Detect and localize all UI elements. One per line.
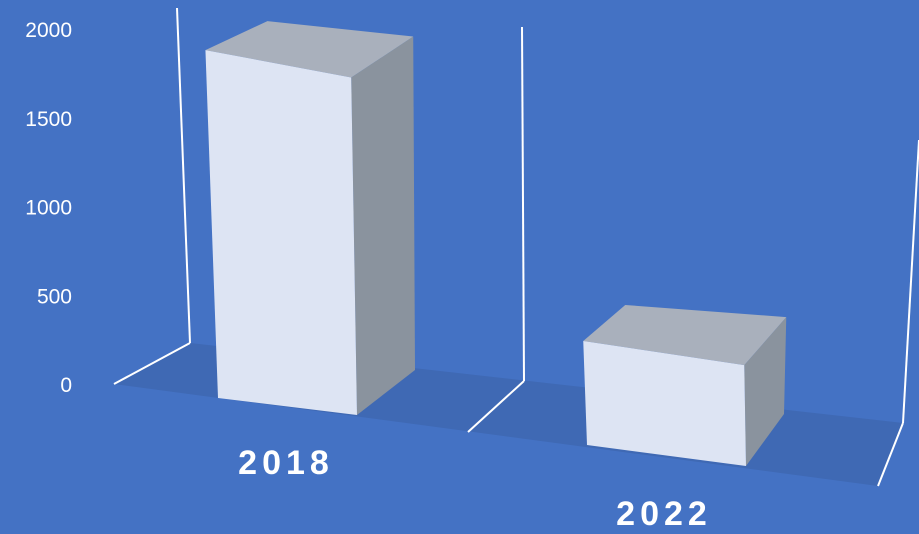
x-axis: 2018 2022 bbox=[238, 444, 712, 533]
y-tick-label: 2000 bbox=[25, 19, 72, 42]
y-axis: 0 500 1000 1500 2000 bbox=[25, 19, 72, 397]
x-category-label: 2022 bbox=[616, 495, 712, 533]
wall-line-4 bbox=[467, 380, 525, 433]
bars bbox=[205, 21, 787, 466]
x-category-label: 2018 bbox=[238, 444, 334, 482]
bar-side-face bbox=[744, 317, 787, 466]
wall-line-5 bbox=[902, 139, 919, 424]
bar-top-face bbox=[583, 305, 787, 366]
bar-front-face bbox=[583, 341, 746, 466]
bar-2018 bbox=[205, 21, 415, 416]
bar-side-face bbox=[351, 36, 415, 416]
y-tick-label: 500 bbox=[37, 285, 72, 308]
bar-top-face bbox=[205, 21, 414, 78]
chart-wall-lines bbox=[113, 7, 919, 487]
y-tick-label: 1500 bbox=[25, 108, 72, 131]
wall-line-1 bbox=[176, 7, 191, 344]
bar-2022 bbox=[583, 305, 787, 466]
wall-line-6 bbox=[877, 422, 904, 487]
y-tick-label: 1000 bbox=[25, 197, 72, 220]
wall-line-3 bbox=[521, 26, 525, 382]
wall-line-2 bbox=[113, 342, 191, 385]
y-tick-label: 0 bbox=[60, 374, 72, 397]
bar-front-face bbox=[205, 50, 357, 415]
